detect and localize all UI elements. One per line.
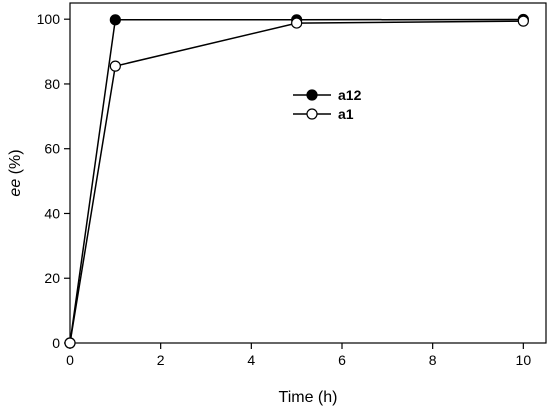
series-line-a12 xyxy=(69,18,524,344)
legend-marker-a1 xyxy=(306,108,318,120)
x-tick-label-10: 10 xyxy=(516,352,532,368)
point-a1-2 xyxy=(291,17,303,29)
y-axis-label-italic: ee xyxy=(7,179,24,197)
series-line-a1 xyxy=(69,20,524,344)
point-a1-0 xyxy=(64,337,76,349)
series-layer xyxy=(64,13,529,349)
legend-marker-a12 xyxy=(306,89,318,101)
legend-label-a12: a12 xyxy=(338,87,362,103)
y-tick-label-0: 0 xyxy=(52,335,60,351)
point-a1-3 xyxy=(517,15,529,27)
plot-frame xyxy=(69,2,547,344)
y-tick-label-80: 80 xyxy=(44,76,60,92)
y-tick-label-100: 100 xyxy=(37,11,61,27)
point-a12-1 xyxy=(109,14,121,26)
y-axis-label: ee (%) xyxy=(7,149,24,196)
x-tick-label-8: 8 xyxy=(429,352,437,368)
x-tick-label-6: 6 xyxy=(338,352,346,368)
x-axis-label: Time (h) xyxy=(279,389,338,406)
x-tick-label-4: 4 xyxy=(247,352,255,368)
y-tick-label-40: 40 xyxy=(44,205,60,221)
x-tick-label-2: 2 xyxy=(157,352,165,368)
x-tick-label-0: 0 xyxy=(66,352,74,368)
y-axis-label-unit: (%) xyxy=(7,149,24,178)
point-a1-1 xyxy=(109,60,121,72)
y-tick-label-20: 20 xyxy=(44,270,60,286)
legend-label-a1: a1 xyxy=(338,106,354,122)
y-tick-label-60: 60 xyxy=(44,141,60,157)
